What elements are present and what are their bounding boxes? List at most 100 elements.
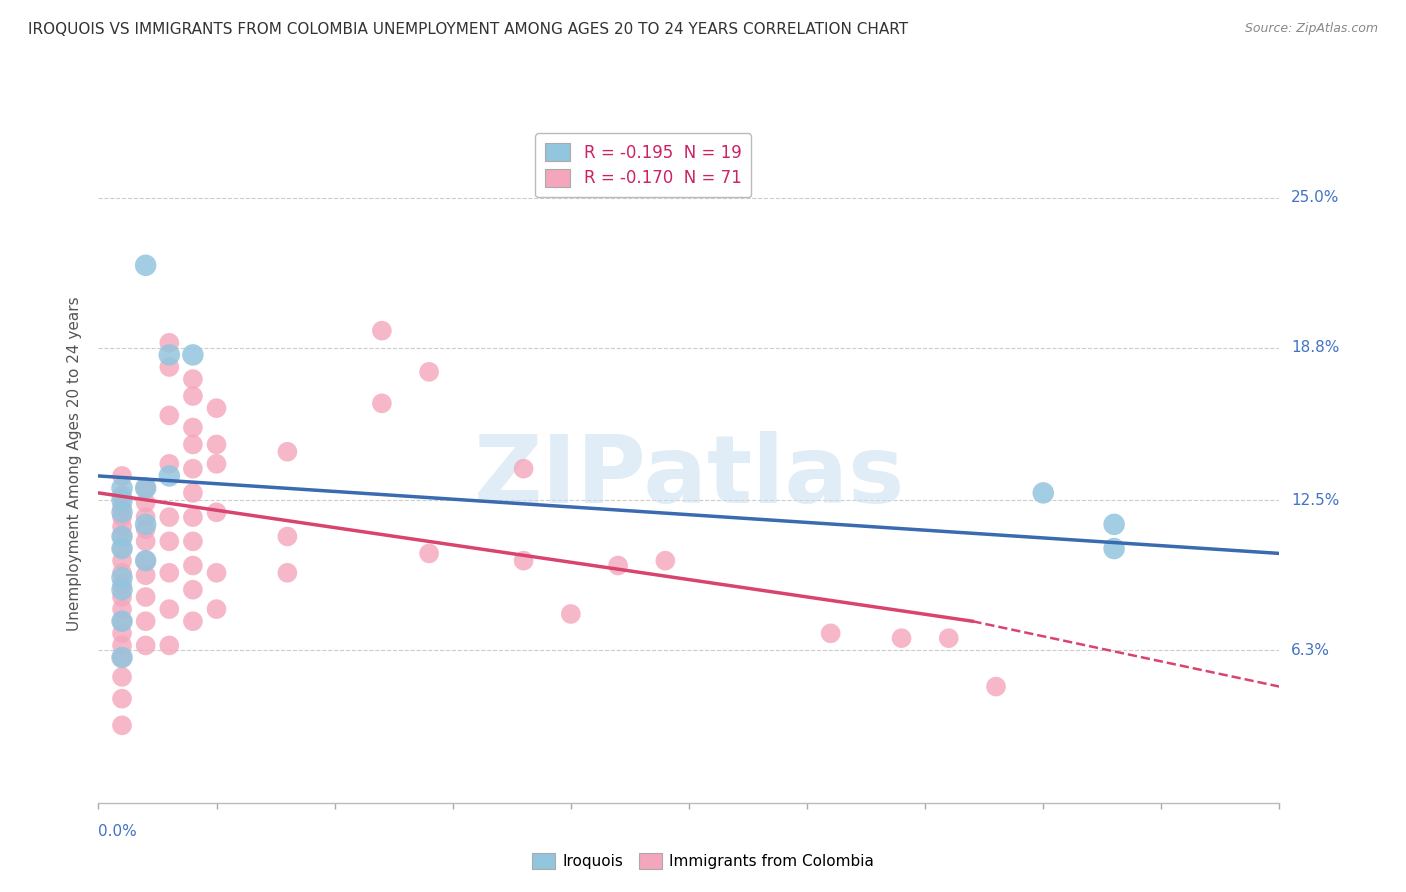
Point <box>135 554 157 568</box>
Point <box>111 691 134 706</box>
Point <box>111 670 134 684</box>
Point <box>890 631 912 645</box>
Point <box>135 534 157 549</box>
Point <box>418 365 440 379</box>
Point <box>205 602 228 616</box>
Point <box>111 520 134 534</box>
Point <box>276 529 298 543</box>
Point <box>111 481 134 495</box>
Point <box>205 437 228 451</box>
Point <box>111 571 134 585</box>
Point <box>418 546 440 560</box>
Point <box>111 626 134 640</box>
Text: ZIPatlas: ZIPatlas <box>474 432 904 524</box>
Point <box>157 639 180 653</box>
Point <box>371 396 394 410</box>
Point <box>157 566 180 580</box>
Point <box>1032 486 1054 500</box>
Point <box>111 614 134 628</box>
Text: 12.5%: 12.5% <box>1291 492 1340 508</box>
Point <box>111 541 134 556</box>
Point <box>111 510 134 524</box>
Point <box>938 631 960 645</box>
Point <box>111 505 134 519</box>
Y-axis label: Unemployment Among Ages 20 to 24 years: Unemployment Among Ages 20 to 24 years <box>67 296 83 632</box>
Point <box>111 639 134 653</box>
Point <box>135 481 157 495</box>
Point <box>111 718 134 732</box>
Point <box>157 534 180 549</box>
Legend: Iroquois, Immigrants from Colombia: Iroquois, Immigrants from Colombia <box>526 847 880 875</box>
Point <box>157 469 180 483</box>
Text: 25.0%: 25.0% <box>1291 190 1340 205</box>
Point <box>157 335 180 350</box>
Point <box>560 607 582 621</box>
Point <box>135 495 157 509</box>
Point <box>512 461 534 475</box>
Legend: R = -0.195  N = 19, R = -0.170  N = 71: R = -0.195 N = 19, R = -0.170 N = 71 <box>536 133 751 197</box>
Point <box>157 602 180 616</box>
Point <box>135 614 157 628</box>
Point <box>181 389 204 403</box>
Point <box>276 444 298 458</box>
Point <box>181 372 204 386</box>
Point <box>157 348 180 362</box>
Point <box>205 566 228 580</box>
Point <box>111 529 134 543</box>
Point <box>111 554 134 568</box>
Point <box>607 558 630 573</box>
Point <box>205 457 228 471</box>
Point <box>111 602 134 616</box>
Text: 18.8%: 18.8% <box>1291 340 1340 355</box>
Point <box>135 481 157 495</box>
Point <box>135 639 157 653</box>
Point <box>654 554 676 568</box>
Point <box>111 541 134 556</box>
Point <box>157 409 180 423</box>
Point <box>157 359 180 374</box>
Point <box>135 258 157 272</box>
Point <box>111 582 134 597</box>
Point <box>111 614 134 628</box>
Point <box>181 348 204 362</box>
Point <box>181 582 204 597</box>
Point <box>111 500 134 515</box>
Point <box>111 529 134 543</box>
Point <box>181 420 204 434</box>
Point <box>984 680 1007 694</box>
Text: IROQUOIS VS IMMIGRANTS FROM COLOMBIA UNEMPLOYMENT AMONG AGES 20 TO 24 YEARS CORR: IROQUOIS VS IMMIGRANTS FROM COLOMBIA UNE… <box>28 22 908 37</box>
Point <box>135 522 157 536</box>
Point <box>181 534 204 549</box>
Point <box>111 650 134 665</box>
Point <box>181 558 204 573</box>
Point <box>1102 541 1125 556</box>
Point <box>181 510 204 524</box>
Point <box>135 568 157 582</box>
Point <box>181 486 204 500</box>
Point <box>111 469 134 483</box>
Point <box>111 590 134 604</box>
Point <box>181 614 204 628</box>
Point <box>181 461 204 475</box>
Point <box>111 566 134 580</box>
Point <box>111 578 134 592</box>
Point <box>135 554 157 568</box>
Point <box>205 401 228 416</box>
Text: 0.0%: 0.0% <box>98 824 138 839</box>
Text: Source: ZipAtlas.com: Source: ZipAtlas.com <box>1244 22 1378 36</box>
Point <box>820 626 842 640</box>
Point <box>157 510 180 524</box>
Point <box>111 488 134 502</box>
Point <box>371 324 394 338</box>
Point <box>135 510 157 524</box>
Point <box>111 650 134 665</box>
Point <box>135 517 157 532</box>
Point <box>1102 517 1125 532</box>
Text: 6.3%: 6.3% <box>1291 643 1330 657</box>
Point <box>181 437 204 451</box>
Point <box>512 554 534 568</box>
Point <box>111 493 134 508</box>
Point <box>205 505 228 519</box>
Point <box>276 566 298 580</box>
Point <box>135 590 157 604</box>
